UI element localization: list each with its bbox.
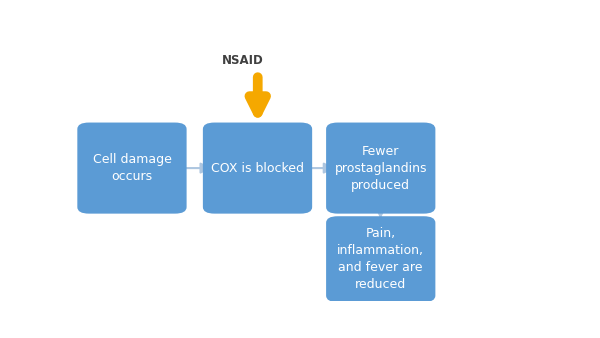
FancyBboxPatch shape [77, 123, 187, 214]
Text: Cell damage
occurs: Cell damage occurs [92, 153, 172, 183]
Text: COX is blocked: COX is blocked [211, 162, 304, 175]
Text: Pain,
inflammation,
and fever are
reduced: Pain, inflammation, and fever are reduce… [337, 227, 424, 291]
FancyBboxPatch shape [203, 123, 312, 214]
FancyBboxPatch shape [326, 123, 436, 214]
FancyBboxPatch shape [326, 216, 436, 302]
Text: NSAID: NSAID [221, 54, 263, 67]
Text: Fewer
prostaglandins
produced: Fewer prostaglandins produced [334, 145, 427, 192]
